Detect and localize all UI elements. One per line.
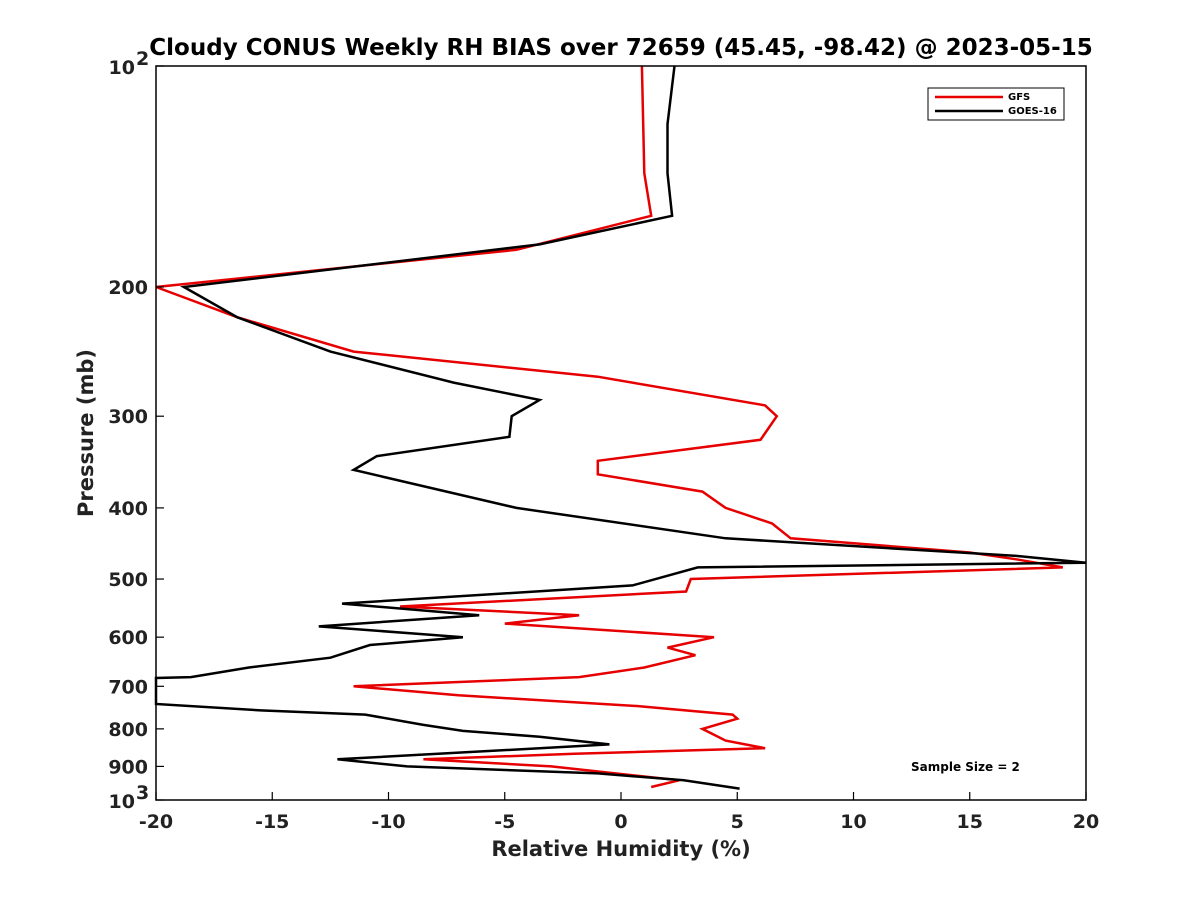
- y-tick-label: 500: [108, 569, 148, 591]
- sample-size-annotation: Sample Size = 2: [911, 760, 1020, 774]
- plot-series: [154, 65, 1087, 790]
- x-tick-label: 20: [1073, 811, 1099, 833]
- series-line-goes16: [154, 65, 1087, 790]
- y-tick-label: 900: [108, 756, 148, 778]
- x-axis: -20 -15 -10 -5 0 5 10 15 20: [139, 792, 1099, 833]
- x-tick-label: -5: [494, 811, 515, 833]
- y-tick-exponent: 2: [136, 48, 149, 70]
- plot-frame: [155, 65, 1087, 801]
- y-tick-label: 10: [109, 57, 135, 79]
- y-tick-label: 200: [108, 277, 148, 299]
- y-tick-exponent: 3: [136, 782, 149, 804]
- y-tick-label: 700: [108, 676, 148, 698]
- y-tick-label: 800: [108, 719, 148, 741]
- x-tick-label: 10: [840, 811, 866, 833]
- x-tick-label: 15: [957, 811, 983, 833]
- legend: GFS GOES-16: [927, 87, 1065, 121]
- legend-label-goes16: GOES-16: [1008, 106, 1057, 117]
- x-axis-label: Relative Humidity (%): [491, 837, 750, 861]
- legend-box: [927, 87, 1065, 121]
- chart-title: Cloudy CONUS Weekly RH BIAS over 72659 (…: [149, 35, 1092, 61]
- x-tick-label: -10: [371, 811, 405, 833]
- x-tick-label: 5: [731, 811, 744, 833]
- legend-label-gfs: GFS: [1008, 92, 1030, 103]
- y-tick-label: 600: [108, 627, 148, 649]
- x-tick-label: -20: [139, 811, 173, 833]
- x-tick-label: -15: [255, 811, 289, 833]
- y-tick-label: 400: [108, 498, 148, 520]
- series-line-gfs: [155, 65, 1064, 789]
- y-tick-label: 300: [108, 406, 148, 428]
- x-tick-label: 0: [614, 811, 627, 833]
- y-tick-label: 10: [109, 791, 135, 813]
- y-axis-label: Pressure (mb): [74, 349, 98, 517]
